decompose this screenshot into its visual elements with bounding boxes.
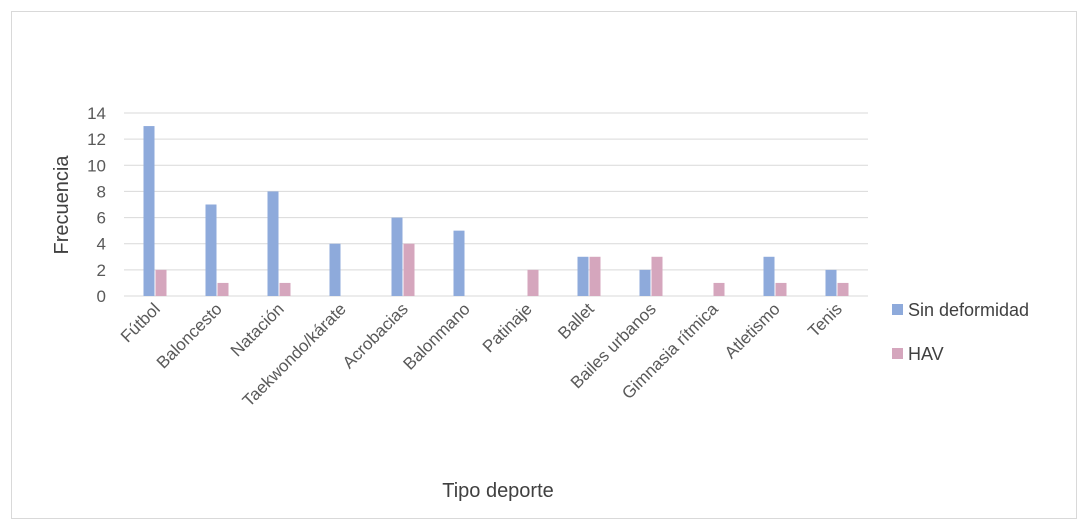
- y-tick-label: 6: [97, 209, 106, 228]
- legend-swatch: [892, 304, 903, 315]
- bar-sin-deformidad: [577, 256, 589, 296]
- bar-sin-deformidad: [143, 126, 155, 296]
- bar-hav: [589, 256, 601, 296]
- y-axis-title: Frecuencia: [51, 155, 73, 255]
- y-tick-label: 14: [87, 104, 106, 123]
- x-tick-label: Taekwondo/kárate: [239, 299, 350, 410]
- x-tick-label: Natación: [227, 299, 288, 360]
- bar-sin-deformidad: [763, 256, 775, 296]
- bar-sin-deformidad: [453, 230, 465, 296]
- x-tick-label: Tenis: [804, 299, 845, 340]
- y-tick-label: 4: [97, 235, 106, 254]
- x-tick-label: Fútbol: [117, 299, 164, 346]
- y-tick-label: 12: [87, 130, 106, 149]
- y-tick-label: 0: [97, 287, 106, 306]
- x-tick-label: Balonmano: [400, 299, 474, 373]
- bar-sin-deformidad: [329, 243, 341, 296]
- bar-hav: [403, 243, 415, 296]
- x-tick-label: Atletismo: [721, 299, 784, 362]
- bar-hav: [775, 282, 787, 296]
- bar-sin-deformidad: [267, 191, 279, 296]
- x-axis-title: Tipo deporte: [442, 480, 554, 502]
- gridlines: [124, 112, 868, 297]
- legend-label: Sin deformidad: [908, 300, 1029, 320]
- bar-hav: [651, 256, 663, 296]
- legend-label: HAV: [908, 344, 944, 364]
- legend: Sin deformidad HAV: [892, 300, 1029, 364]
- bar-hav: [527, 269, 539, 296]
- bar-sin-deformidad: [391, 217, 403, 296]
- y-tick-label: 10: [87, 156, 106, 175]
- bar-sin-deformidad: [205, 204, 217, 296]
- bar-hav: [155, 269, 167, 296]
- legend-swatch: [892, 348, 903, 359]
- y-tick-labels: 0 2 4 6 8 10 12 14: [87, 104, 106, 306]
- x-tick-label: Patinaje: [479, 299, 536, 356]
- x-tick-label: Ballet: [554, 299, 598, 343]
- bar-hav: [217, 282, 229, 296]
- x-tick-label: Baloncesto: [153, 299, 226, 372]
- bar-hav: [279, 282, 291, 296]
- chart-frame: [11, 11, 1077, 519]
- bars: [143, 126, 849, 296]
- bar-sin-deformidad: [825, 269, 837, 296]
- y-tick-label: 2: [97, 261, 106, 280]
- bar-hav: [713, 282, 725, 296]
- bar-hav: [837, 282, 849, 296]
- bar-sin-deformidad: [639, 269, 651, 296]
- y-tick-label: 8: [97, 182, 106, 201]
